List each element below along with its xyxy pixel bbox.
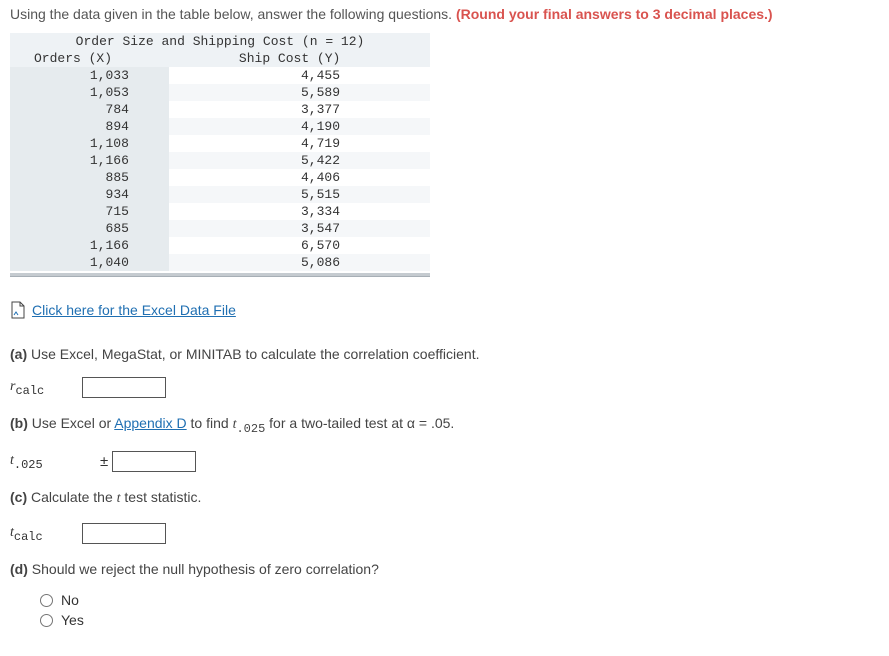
table-cell-y: 3,334: [169, 203, 430, 220]
radio-no[interactable]: [40, 594, 53, 607]
table-cell-y: 3,547: [169, 220, 430, 237]
appendix-d-link[interactable]: Appendix D: [114, 415, 186, 431]
table-cell-y: 5,589: [169, 84, 430, 101]
table-cell-y: 3,377: [169, 101, 430, 118]
r-calc-label: rcalc: [10, 377, 62, 398]
part-b: (b) Use Excel or Appendix D to find t.02…: [10, 412, 879, 439]
part-d: (d) Should we reject the null hypothesis…: [10, 558, 879, 580]
table-cell-y: 4,190: [169, 118, 430, 135]
part-c-label: (c): [10, 489, 27, 505]
t025-input[interactable]: [112, 451, 196, 472]
plus-minus: ±: [100, 451, 196, 472]
col-header-y: Ship Cost (Y): [169, 50, 430, 67]
table-cell-x: 784: [10, 101, 169, 118]
table-cell-x: 1,108: [10, 135, 169, 152]
table-cell-y: 4,455: [169, 67, 430, 84]
table-cell-y: 4,719: [169, 135, 430, 152]
radio-yes-row[interactable]: Yes: [40, 612, 879, 628]
part-b-label: (b): [10, 415, 28, 431]
part-b-mid: to find: [187, 415, 233, 431]
file-icon: [10, 301, 26, 319]
radio-no-row[interactable]: No: [40, 592, 879, 608]
part-b-post: for a two-tailed test at α = .05.: [265, 415, 454, 431]
table-cell-y: 5,515: [169, 186, 430, 203]
part-a-answer: rcalc: [10, 377, 879, 398]
part-b-answer: t.025 ±: [10, 451, 879, 472]
t-calc-input[interactable]: [82, 523, 166, 544]
table-cell-x: 934: [10, 186, 169, 203]
table-cell-y: 6,570: [169, 237, 430, 254]
r-calc-input[interactable]: [82, 377, 166, 398]
table-title: Order Size and Shipping Cost (n = 12): [10, 33, 430, 50]
table-cell-x: 1,040: [10, 254, 169, 271]
radio-no-label: No: [61, 592, 79, 608]
excel-link-text: Click here for the Excel Data File: [32, 302, 236, 318]
radio-yes[interactable]: [40, 614, 53, 627]
table-cell-x: 1,166: [10, 152, 169, 169]
radio-yes-label: Yes: [61, 612, 84, 628]
table-cell-y: 5,086: [169, 254, 430, 271]
intro-text: Using the data given in the table below,…: [10, 4, 879, 25]
part-a-label: (a): [10, 346, 27, 362]
table-cell-x: 894: [10, 118, 169, 135]
part-c: (c) Calculate the t test statistic.: [10, 486, 879, 510]
table-cell-x: 885: [10, 169, 169, 186]
part-a: (a) Use Excel, MegaStat, or MINITAB to c…: [10, 343, 879, 365]
excel-data-link[interactable]: Click here for the Excel Data File: [10, 301, 236, 319]
table-bottom-bar: [10, 273, 430, 277]
table-cell-x: 715: [10, 203, 169, 220]
intro-lead: Using the data given in the table below,…: [10, 6, 456, 22]
part-b-pre: Use Excel or: [28, 415, 114, 431]
table-cell-x: 1,053: [10, 84, 169, 101]
table-cell-x: 685: [10, 220, 169, 237]
part-c-answer: tcalc: [10, 523, 879, 544]
part-d-text: Should we reject the null hypothesis of …: [28, 561, 379, 577]
t025-label: t.025: [10, 451, 80, 472]
intro-note: (Round your final answers to 3 decimal p…: [456, 6, 773, 22]
table-cell-x: 1,166: [10, 237, 169, 254]
part-d-label: (d): [10, 561, 28, 577]
data-table: Order Size and Shipping Cost (n = 12) Or…: [10, 33, 430, 271]
t-sub: .025: [236, 422, 265, 436]
col-header-x: Orders (X): [10, 50, 169, 67]
table-cell-y: 4,406: [169, 169, 430, 186]
table-cell-x: 1,033: [10, 67, 169, 84]
part-a-text: Use Excel, MegaStat, or MINITAB to calcu…: [27, 346, 479, 362]
table-cell-y: 5,422: [169, 152, 430, 169]
t-calc-label: tcalc: [10, 523, 62, 544]
